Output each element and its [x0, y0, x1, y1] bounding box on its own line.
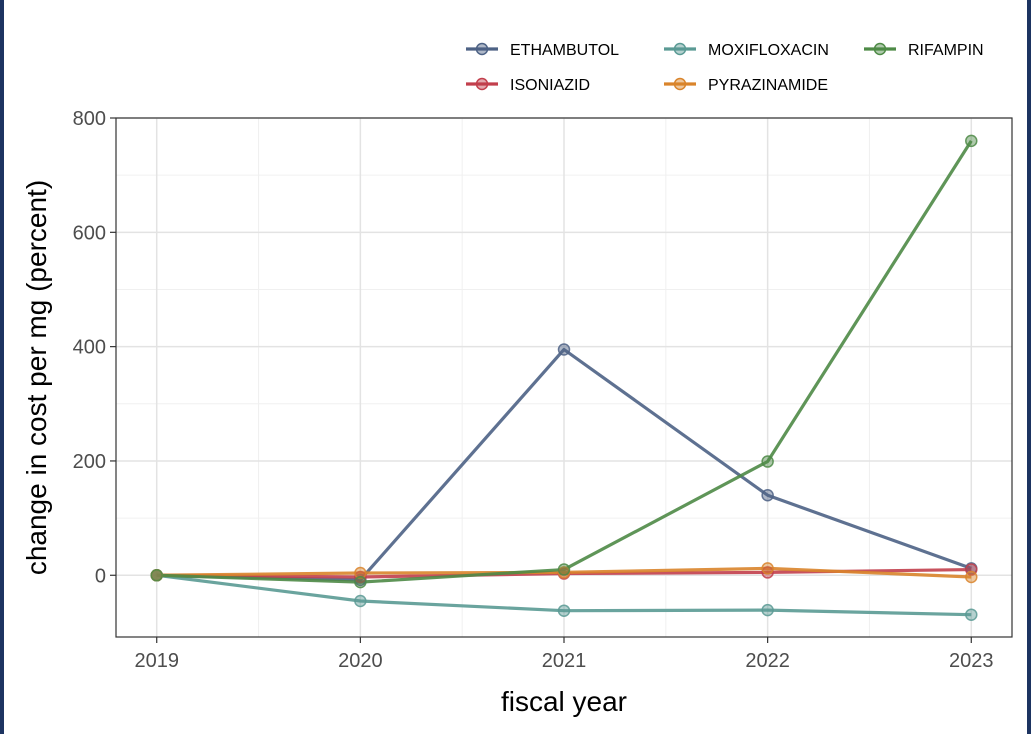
series-line-pyrazinamide: [156, 566, 972, 579]
y-tick-label: 0: [95, 565, 106, 587]
y-tick-label: 800: [73, 108, 106, 130]
data-point-ethambutol: [557, 343, 571, 356]
x-axis-ticks: 2019 2020 2021 2022 2023: [134, 637, 994, 672]
legend-key-point-isoniazid: [475, 77, 489, 91]
series-line-rifampin: [156, 140, 973, 584]
data-point-rifampin: [354, 575, 367, 589]
data-point-rifampin: [557, 563, 571, 576]
data-point-rifampin: [965, 134, 978, 148]
data-point-moxifloxacin: [557, 604, 571, 617]
data-point-pyrazinamide: [761, 562, 774, 575]
data-point-moxifloxacin: [965, 608, 978, 621]
series-lines: [150, 134, 978, 621]
legend-label-rifampin: RIFAMPIN: [908, 42, 984, 59]
data-point-ethambutol: [761, 488, 774, 502]
y-tick-label: 200: [73, 451, 106, 473]
data-point-moxifloxacin: [354, 594, 367, 608]
x-tick-label: 2023: [949, 650, 994, 672]
series-line-moxifloxacin: [156, 573, 972, 617]
legend: ETHAMBUTOL ISONIAZID MOXIFLOXACIN PYRAZINAM…: [466, 42, 984, 94]
data-point-isoniazid: [761, 566, 774, 579]
x-tick-label: 2019: [134, 650, 179, 672]
x-tick-label: 2021: [542, 650, 587, 672]
x-tick-label: 2022: [745, 650, 790, 672]
data-point-moxifloxacin: [761, 603, 774, 617]
x-axis-title: fiscal year: [501, 686, 627, 717]
legend-key-point-moxifloxacin: [673, 42, 687, 56]
legend-label-pyrazinamide: PYRAZINAMIDE: [708, 77, 828, 94]
legend-key-point-ethambutol: [475, 42, 489, 56]
legend-label-ethambutol: ETHAMBUTOL: [510, 42, 619, 59]
legend-label-moxifloxacin: MOXIFLOXACIN: [708, 42, 829, 59]
y-tick-label: 400: [73, 337, 106, 359]
data-point-rifampin: [761, 455, 774, 468]
legend-key-point-pyrazinamide: [673, 77, 687, 91]
y-axis-ticks: 0 200 400 600 800: [73, 108, 116, 587]
data-point-rifampin: [150, 569, 163, 582]
y-tick-label: 600: [73, 222, 106, 244]
data-point-pyrazinamide: [965, 570, 978, 584]
x-tick-label: 2020: [338, 650, 383, 672]
y-axis-title: change in cost per mg (percent): [21, 180, 52, 575]
data-point-pyrazinamide: [354, 566, 367, 580]
line-chart: 2019 2020 2021 2022 2023 0 200 400 600 800 fisca…: [21, 42, 1013, 717]
legend-key-point-rifampin: [873, 42, 887, 56]
grid: [116, 117, 1012, 637]
legend-label-isoniazid: ISONIAZID: [510, 77, 590, 94]
